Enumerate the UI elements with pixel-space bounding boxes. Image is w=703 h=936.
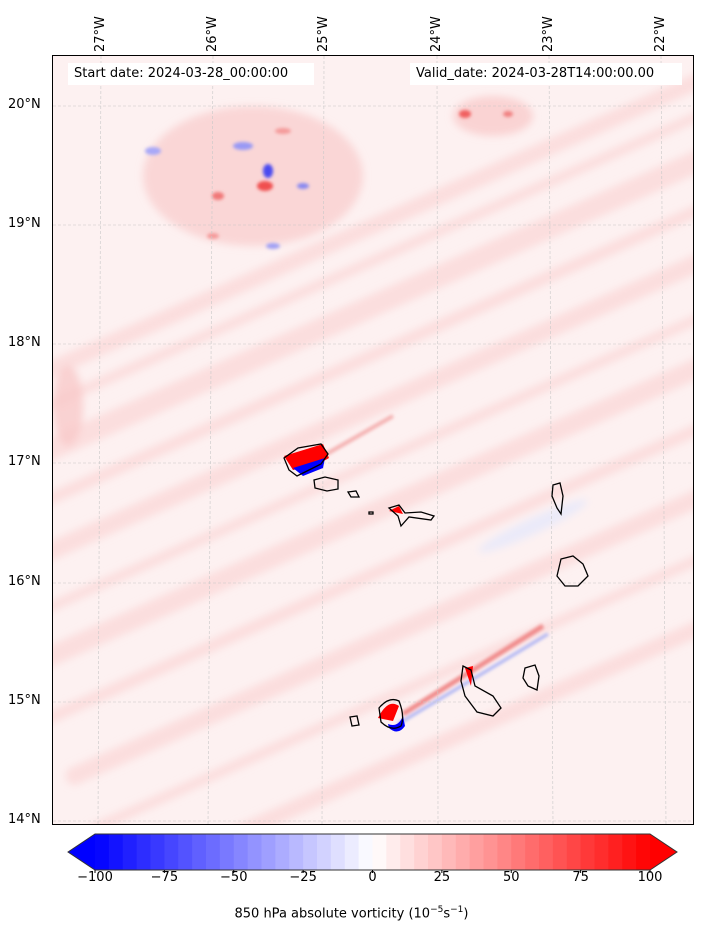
- colorbar-tick-label: 100: [637, 870, 663, 885]
- colorbar-tick-label: −25: [289, 870, 317, 885]
- colorbar-cell: [136, 834, 151, 870]
- colorbar-cell: [303, 834, 318, 870]
- colorbar-cell: [275, 834, 290, 870]
- colorbar-cell: [455, 834, 471, 870]
- colorbar-cell: [206, 834, 221, 870]
- island-santo-antao: [283, 443, 329, 477]
- colorbar-tick-label: 50: [502, 870, 520, 885]
- colorbar-tick-label: −75: [150, 870, 179, 885]
- colorbar-cell: [247, 834, 262, 870]
- colorbar-cell: [539, 834, 554, 870]
- island-santiago: [460, 665, 502, 717]
- colorbar-label-text: 850 hPa absolute vorticity (10: [234, 906, 431, 922]
- colorbar-cell: [441, 834, 457, 870]
- colorbar-extend-high: [650, 834, 677, 870]
- field-background: [53, 60, 693, 824]
- colorbar-cell: [108, 834, 124, 870]
- island-sao-vicente: [313, 476, 339, 492]
- vorticity-field: [53, 56, 693, 824]
- island-raso: [368, 511, 374, 515]
- lat-label-15n: 15°N: [8, 693, 41, 708]
- colorbar-cell: [414, 834, 429, 870]
- colorbar-cell: [552, 834, 568, 870]
- colorbar-label-unit: s: [443, 906, 451, 922]
- colorbar-cell: [219, 834, 235, 870]
- colorbar-cell: [330, 834, 346, 870]
- colorbar-label-exp2: −1: [450, 905, 464, 915]
- colorbar-cell: [386, 834, 401, 870]
- island-sao-nicolau: [387, 504, 436, 528]
- colorbar-cell: [358, 834, 373, 870]
- colorbar-cell: [566, 834, 582, 870]
- lat-label-14n: 14°N: [8, 812, 41, 827]
- colorbar-cell: [233, 834, 249, 870]
- island-boa-vista: [556, 555, 589, 587]
- lon-label-23w: 23°W: [541, 16, 556, 52]
- colorbar-cell: [594, 834, 609, 870]
- island-santa-luzia: [346, 490, 361, 498]
- colorbar-cell: [317, 834, 332, 870]
- colorbar-cell: [192, 834, 207, 870]
- valid-date-label: Valid_date: 2024-03-28T14:00:00.00: [410, 63, 682, 85]
- coastlines: [283, 443, 589, 729]
- vorticity-map: [52, 55, 694, 825]
- colorbar-cell: [636, 834, 651, 870]
- colorbar-cell: [400, 834, 415, 870]
- lat-label-16n: 16°N: [8, 574, 41, 589]
- colorbar-cell: [122, 834, 138, 870]
- colorbar-label: 850 hPa absolute vorticity (10−5s−1): [0, 905, 703, 921]
- lon-label-24w: 24°W: [429, 16, 444, 52]
- island-fogo: [378, 698, 404, 729]
- lon-label-25w: 25°W: [316, 16, 331, 52]
- lat-label-20n: 20°N: [8, 97, 41, 112]
- colorbar-cell: [525, 834, 540, 870]
- colorbar-cell: [428, 834, 443, 870]
- colorbar-tick-label: 75: [572, 870, 589, 885]
- colorbar-cell: [469, 834, 484, 870]
- island-vorticity: [284, 444, 473, 732]
- colorbar-cell: [261, 834, 276, 870]
- colorbar-cell: [95, 834, 110, 870]
- colorbar-tick-label: −50: [220, 870, 248, 885]
- start-date-label: Start date: 2024-03-28_00:00:00: [68, 63, 314, 85]
- colorbar-cell: [511, 834, 526, 870]
- colorbar-cell: [164, 834, 179, 870]
- colorbar-tick-label: −100: [77, 870, 113, 885]
- lon-label-26w: 26°W: [205, 16, 220, 52]
- colorbar-extend-low: [68, 834, 95, 870]
- vorticity-features: [145, 110, 549, 726]
- colorbar-label-end: ): [463, 906, 469, 922]
- island-maio: [522, 664, 540, 691]
- lat-label-18n: 18°N: [8, 335, 41, 350]
- island-sal: [551, 482, 564, 516]
- colorbar-cell: [178, 834, 193, 870]
- lon-label-27w: 27°W: [93, 16, 108, 52]
- colorbar-label-exp1: −5: [430, 905, 444, 915]
- colorbar-cell: [483, 834, 498, 870]
- colorbar-tick-label: 25: [433, 870, 451, 885]
- lat-label-19n: 19°N: [8, 216, 41, 231]
- lat-label-17n: 17°N: [8, 454, 41, 469]
- colorbar: [67, 833, 678, 873]
- colorbar-cell: [608, 834, 623, 870]
- island-brava: [349, 715, 360, 727]
- colorbar-cell: [622, 834, 637, 870]
- lon-label-22w: 22°W: [653, 16, 668, 52]
- colorbar-cell: [372, 834, 387, 870]
- colorbar-cell: [497, 834, 512, 870]
- colorbar-cell: [344, 834, 360, 870]
- colorbar-cell: [580, 834, 595, 870]
- colorbar-tick-label: 0: [368, 870, 377, 885]
- gridlines: [53, 56, 693, 824]
- colorbar-cell: [150, 834, 165, 870]
- colorbar-cell: [289, 834, 304, 870]
